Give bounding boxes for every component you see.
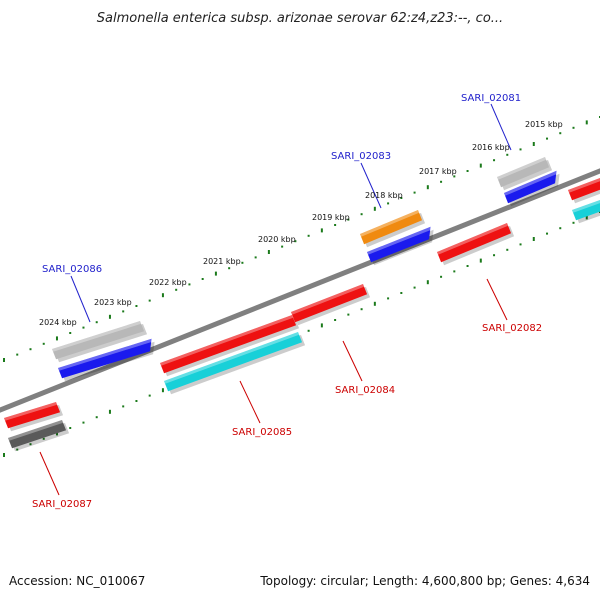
tick-label: 2020 kbp: [258, 235, 296, 244]
feature-layer[interactable]: 2015 kbp 2016 kbp 2017 kbp 2018 kbp 2019 kbp…: [4, 93, 600, 510]
feature-sari-02086-gray[interactable]: [52, 321, 148, 363]
feature-sari-02081[interactable]: [504, 170, 560, 207]
feature-sari-02082[interactable]: [437, 223, 515, 266]
tick-label: 2021 kbp: [203, 257, 241, 266]
gene-label-sari-02082[interactable]: SARI_02082: [482, 323, 542, 334]
gene-label-sari-02083[interactable]: SARI_02083: [331, 151, 391, 162]
topology-text: Topology: circular; Length: 4,600,800 bp…: [260, 574, 590, 588]
feature-sari-02085[interactable]: [164, 332, 306, 395]
tick-label: 2024 kbp: [39, 318, 77, 327]
feature-sari-02083-orange[interactable]: [360, 210, 426, 248]
gene-label-sari-02081[interactable]: SARI_02081: [461, 93, 521, 104]
feature-sari-02087[interactable]: [4, 402, 64, 432]
feature-sari-02081-gray[interactable]: [497, 157, 553, 191]
feature-sari-02087-dark[interactable]: [8, 420, 70, 452]
map-title: Salmonella enterica subsp. arizonae sero…: [97, 11, 503, 26]
tick-label: 2015 kbp: [525, 120, 563, 129]
tick-label: 2019 kbp: [312, 213, 350, 222]
leader-line: [490, 103, 512, 151]
accession-text: Accession: NC_010067: [9, 574, 146, 588]
gene-label-sari-02085[interactable]: SARI_02085: [232, 427, 292, 438]
feature-sari-02084[interactable]: [160, 315, 300, 377]
backbone: [0, 168, 600, 413]
feature-sari-02086[interactable]: [58, 338, 155, 382]
feature-edge-cyan-top[interactable]: [572, 200, 600, 224]
tick-label: 2018 kbp: [365, 191, 403, 200]
tick-label: 2017 kbp: [419, 167, 457, 176]
tick-rings: [3, 116, 600, 457]
leader-line: [342, 340, 363, 382]
leader-line: [39, 451, 60, 496]
tick-label: 2016 kbp: [472, 143, 510, 152]
leader-line: [239, 380, 261, 424]
gene-label-sari-02086[interactable]: SARI_02086: [42, 264, 102, 275]
leader-line: [360, 162, 382, 209]
tick-label: 2023 kbp: [94, 298, 132, 307]
gene-label-sari-02084[interactable]: SARI_02084: [335, 385, 395, 396]
feature-sari-02084b[interactable]: [291, 284, 371, 326]
tick-label: 2022 kbp: [149, 278, 187, 287]
feature-sari-02083[interactable]: [367, 226, 434, 266]
leader-line: [70, 275, 91, 323]
gene-label-sari-02087[interactable]: SARI_02087: [32, 499, 92, 510]
feature-edge-red-top[interactable]: [568, 178, 600, 204]
leader-line: [486, 278, 508, 321]
